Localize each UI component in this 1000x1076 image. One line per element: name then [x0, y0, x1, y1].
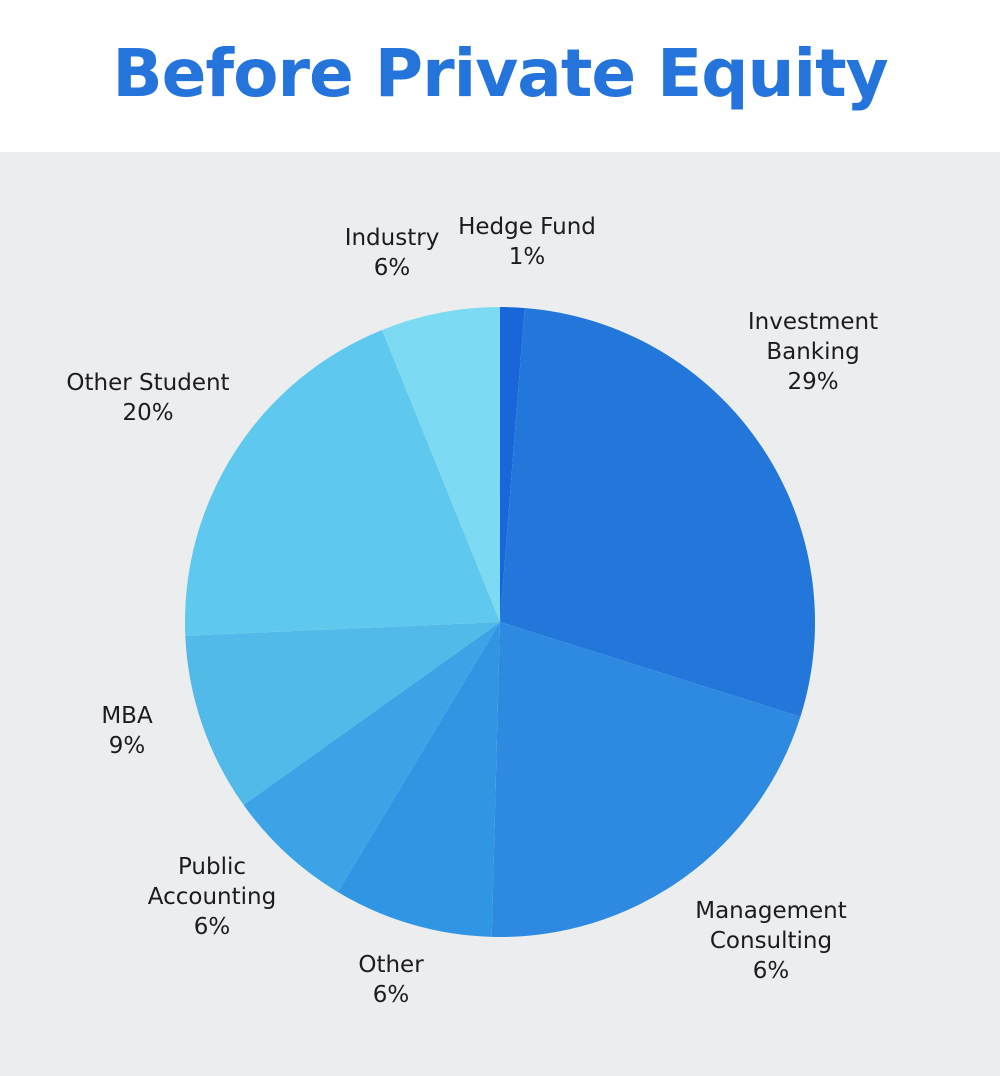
pie-slice-other: [337, 622, 500, 937]
chart-area: Hedge Fund 1% Investment Banking 29% Manageme…: [0, 152, 1000, 1076]
header-band: Before Private Equity: [0, 0, 1000, 152]
pie-slice-mba: [185, 622, 501, 805]
page-title: Before Private Equity: [112, 34, 888, 112]
pie-slice-hedge-fund: [500, 307, 525, 622]
pie-slice-management-consulting: [491, 622, 801, 937]
pie-slice-investment-banking: [500, 307, 815, 717]
pie-slice-industry: [382, 307, 500, 622]
pie-slice-other-student: [185, 329, 500, 636]
pie-slice-public-accounting: [243, 622, 501, 893]
